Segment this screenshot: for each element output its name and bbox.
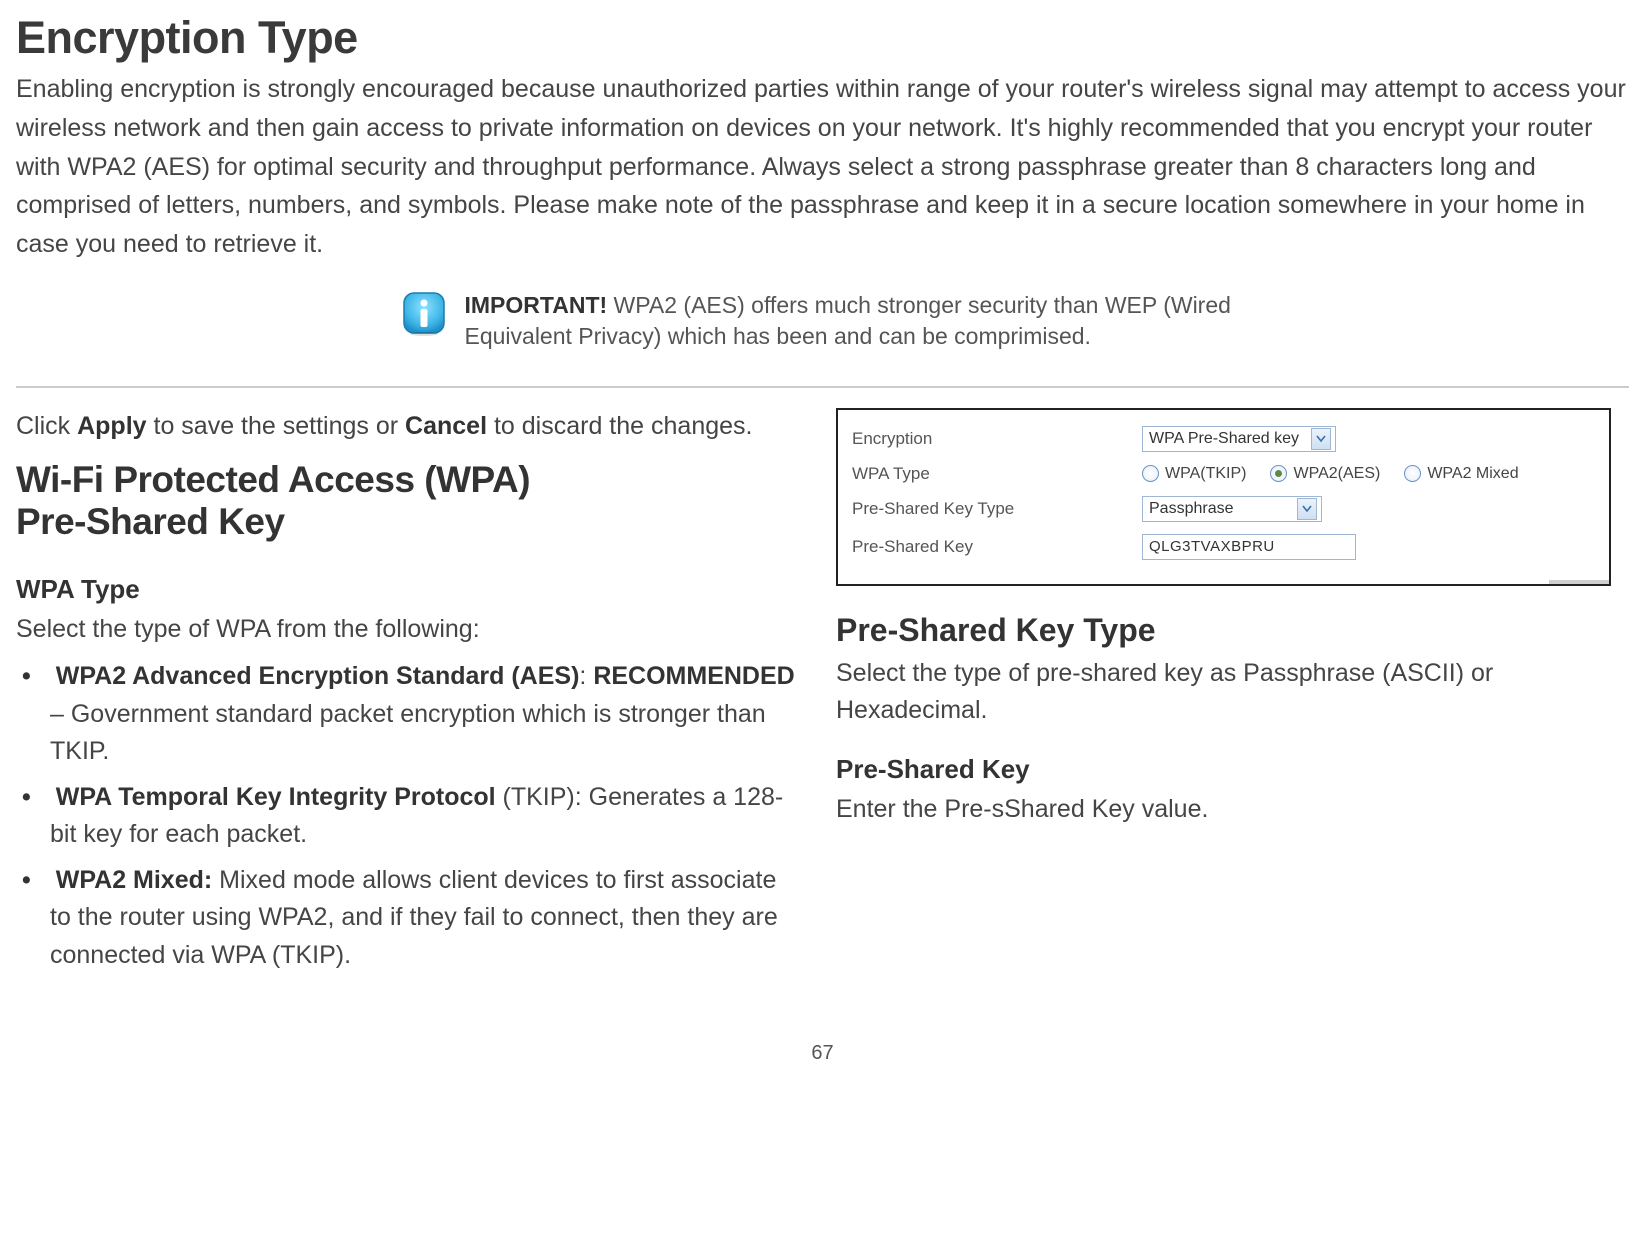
text-bold: WPA2 Mixed: [56,866,213,894]
text-bold: WPA Temporal Key Integrity Protocol [56,783,496,811]
list-item: WPA Temporal Key Integrity Protocol (TKI… [16,779,796,854]
row-encryption: Encryption WPA Pre-Shared key [852,420,1595,458]
list-item: WPA2 Mixed: Mixed mode allows client dev… [16,862,796,975]
psk-type-dropdown[interactable]: Passphrase [1142,496,1322,522]
radio-label: WPA2(AES) [1293,465,1380,483]
row-psk: Pre-Shared Key QLG3TVAXBPRU [852,528,1595,566]
row-psk-type: Pre-Shared Key Type Passphrase [852,490,1595,528]
right-column: Encryption WPA Pre-Shared key WPA Type W… [836,408,1629,839]
radio-wpa2-aes[interactable]: WPA2(AES) [1270,465,1380,483]
psk-type-body: Select the type of pre-shared key as Pas… [836,655,1629,730]
apply-cancel-line: Click Apply to save the settings or Canc… [16,412,796,441]
info-icon [401,290,447,336]
heading-line-2: Pre-Shared Key [16,501,285,542]
encryption-dropdown[interactable]: WPA Pre-Shared key [1142,426,1336,452]
text: Click [16,412,77,440]
wpa-type-list: WPA2 Advanced Encryption Standard (AES):… [16,658,796,974]
label-psk: Pre-Shared Key [852,537,1142,557]
radio-label: WPA2 Mixed [1427,465,1518,483]
page-title: Encryption Type [16,12,1629,64]
wpa-type-heading: WPA Type [16,574,796,605]
label-encryption: Encryption [852,429,1142,449]
radio-icon [1404,465,1421,482]
apply-word: Apply [77,412,146,440]
psk-input[interactable]: QLG3TVAXBPRU [1142,534,1356,560]
list-item: WPA2 Advanced Encryption Standard (AES):… [16,658,796,771]
chevron-down-icon[interactable] [1311,428,1331,450]
label-wpa-type: WPA Type [852,464,1142,484]
text: to save the settings or [147,412,405,440]
heading-line-1: Wi-Fi Protected Access (WPA) [16,459,530,500]
wpa-type-radio-group: WPA(TKIP) WPA2(AES) WPA2 Mixed [1142,465,1519,483]
psk-body: Enter the Pre-sShared Key value. [836,791,1629,829]
radio-wpa2-mixed[interactable]: WPA2 Mixed [1404,465,1518,483]
radio-icon [1270,465,1287,482]
psk-type-heading: Pre-Shared Key Type [836,612,1629,649]
important-text: IMPORTANT! WPA2 (AES) offers much strong… [465,290,1245,352]
important-label: IMPORTANT! [465,292,608,318]
left-column: Click Apply to save the settings or Canc… [16,408,796,983]
text: : [579,662,593,690]
label-psk-type: Pre-Shared Key Type [852,499,1142,519]
row-wpa-type: WPA Type WPA(TKIP) WPA2(AES) WPA2 Mixed [852,458,1595,490]
dropdown-value: Passphrase [1149,500,1242,518]
text-bold: RECOMMENDED [593,662,794,690]
radio-wpa-tkip[interactable]: WPA(TKIP) [1142,465,1246,483]
text: to discard the changes. [487,412,752,440]
settings-screenshot: Encryption WPA Pre-Shared key WPA Type W… [836,408,1611,586]
psk-heading: Pre-Shared Key [836,754,1629,785]
radio-icon [1142,465,1159,482]
page-number: 67 [16,1042,1629,1065]
wpa-type-intro: Select the type of WPA from the followin… [16,611,796,649]
dropdown-value: WPA Pre-Shared key [1149,430,1307,448]
wpa-section-heading: Wi-Fi Protected Access (WPA) Pre-Shared … [16,459,796,544]
cancel-word: Cancel [405,412,487,440]
text: – Government standard packet encryption … [50,700,766,766]
intro-paragraph: Enabling encryption is strongly encourag… [16,70,1629,264]
radio-label: WPA(TKIP) [1165,465,1246,483]
important-callout: IMPORTANT! WPA2 (AES) offers much strong… [16,290,1629,352]
divider [16,386,1629,388]
text-bold: WPA2 Advanced Encryption Standard (AES) [56,662,580,690]
chevron-down-icon[interactable] [1297,498,1317,520]
